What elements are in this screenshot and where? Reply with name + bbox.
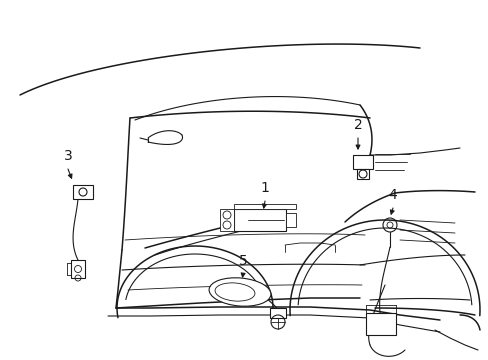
Bar [356,169,368,179]
Bar [234,209,285,231]
Text: 4: 4 [388,188,397,202]
Ellipse shape [209,278,270,306]
Text: 3: 3 [63,149,72,163]
Text: 1: 1 [260,181,269,195]
Bar [285,213,295,227]
Ellipse shape [215,283,254,301]
Text: 5: 5 [238,254,247,268]
Bar [234,204,295,209]
Bar [352,155,372,169]
Bar [365,313,395,335]
Bar [220,209,234,231]
Bar [269,308,285,318]
Bar [73,185,93,199]
Text: 2: 2 [353,118,362,132]
Bar [71,260,85,278]
